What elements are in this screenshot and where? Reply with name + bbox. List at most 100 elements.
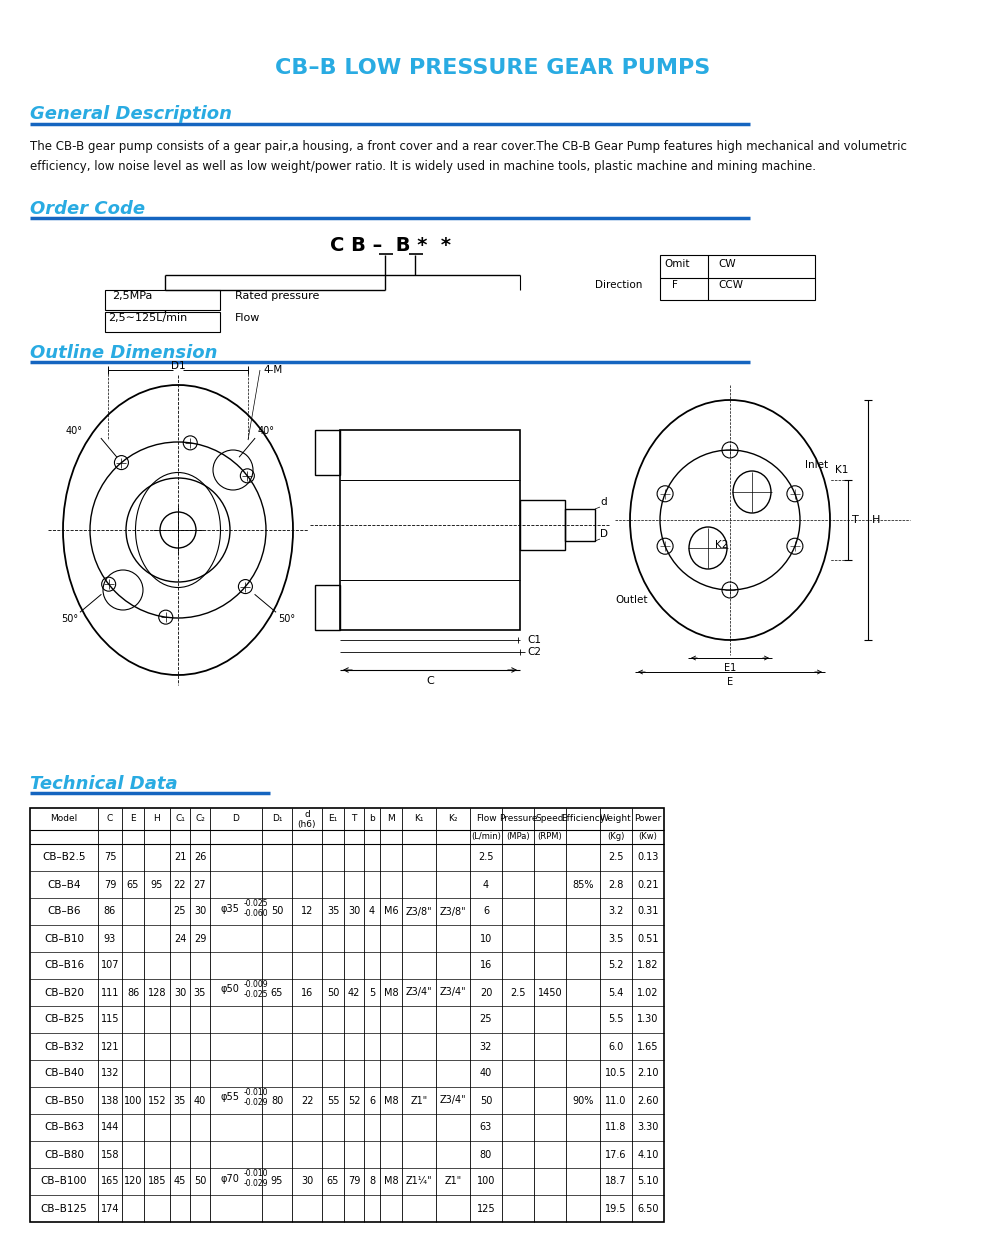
Text: M: M [387,814,394,822]
Text: 0.21: 0.21 [637,880,658,890]
Text: D: D [233,814,240,822]
Text: b: b [369,814,375,822]
Text: 120: 120 [123,1177,142,1187]
Text: C₁: C₁ [175,814,184,822]
Text: Inlet: Inlet [805,461,827,470]
Text: 52: 52 [347,1096,360,1106]
Text: K₁: K₁ [414,814,423,822]
Text: 16: 16 [301,987,313,997]
Text: 2.5: 2.5 [478,852,493,862]
Text: 174: 174 [101,1203,119,1213]
Text: T: T [351,814,356,822]
Text: CB–B125: CB–B125 [40,1203,88,1213]
Text: 152: 152 [148,1096,167,1106]
Text: Direction: Direction [595,280,642,290]
Bar [564,509,595,540]
Text: 40: 40 [193,1096,206,1106]
Text: Flow: Flow [235,313,260,323]
Text: 20: 20 [479,987,492,997]
Text: 4.10: 4.10 [637,1149,658,1159]
Text: 24: 24 [174,934,186,943]
Text: 86: 86 [127,987,139,997]
Text: 1.65: 1.65 [637,1042,658,1052]
Text: 50°: 50° [61,614,78,624]
Text: 121: 121 [101,1042,119,1052]
Text: φ55: φ55 [220,1092,240,1102]
Text: CB–B2.5: CB–B2.5 [42,852,86,862]
Text: CB–B LOW PRESSURE GEAR PUMPS: CB–B LOW PRESSURE GEAR PUMPS [275,57,710,77]
Text: E1: E1 [723,663,736,673]
Text: φ35: φ35 [220,904,240,914]
Text: 50: 50 [326,987,339,997]
Text: Z3/4": Z3/4" [405,987,432,997]
Text: 5: 5 [369,987,375,997]
Text: 115: 115 [101,1015,119,1025]
Text: (MPa): (MPa) [506,832,529,841]
Text: H: H [871,515,880,525]
Text: 55: 55 [326,1096,339,1106]
Text: 79: 79 [104,880,116,890]
Text: 80: 80 [270,1096,283,1106]
Text: 111: 111 [101,987,119,997]
Text: CB–B50: CB–B50 [44,1096,84,1106]
Text: Outline Dimension: Outline Dimension [30,344,217,362]
Text: Omit: Omit [664,260,689,270]
Text: 5.10: 5.10 [637,1177,658,1187]
Text: 22: 22 [174,880,186,890]
Text: CB–B100: CB–B100 [40,1177,87,1187]
Text: 32: 32 [479,1042,492,1052]
Text: 30: 30 [347,906,360,916]
Text: 35: 35 [326,906,339,916]
Text: 26: 26 [193,852,206,862]
Text: 35: 35 [174,1096,186,1106]
Text: M8: M8 [384,1096,398,1106]
Text: -0.009: -0.009 [244,980,268,988]
Text: 2.5: 2.5 [607,852,623,862]
Bar [105,290,220,310]
Text: Technical Data: Technical Data [30,775,177,792]
Text: 5.5: 5.5 [607,1015,623,1025]
Text: 18.7: 18.7 [604,1177,626,1187]
Text: 10: 10 [479,934,492,943]
Text: 2.10: 2.10 [637,1068,658,1078]
Text: E: E [727,676,733,686]
Text: Weight: Weight [599,814,631,822]
Text: 50°: 50° [278,614,295,624]
Text: φ50: φ50 [220,985,240,995]
Text: 50: 50 [479,1096,492,1106]
Text: 2.60: 2.60 [637,1096,658,1106]
Text: efficiency, low noise level as well as low weight/power ratio. It is widely used: efficiency, low noise level as well as l… [30,160,815,173]
Text: Speed: Speed [535,814,564,822]
Text: 5.4: 5.4 [607,987,623,997]
Text: C: C [106,814,113,822]
Text: CB–B4: CB–B4 [47,880,81,890]
Text: Z1": Z1" [444,1177,461,1187]
Text: 85%: 85% [572,880,594,890]
Text: 6.0: 6.0 [607,1042,623,1052]
Text: Efficiency: Efficiency [560,814,604,822]
Text: Order Code: Order Code [30,200,145,218]
Text: 107: 107 [101,961,119,971]
Text: 90%: 90% [572,1096,594,1106]
Text: 5.2: 5.2 [607,961,623,971]
Text: 4: 4 [482,880,489,890]
Text: D1: D1 [171,361,185,371]
Text: 3.2: 3.2 [607,906,623,916]
Text: -0.025: -0.025 [244,899,268,909]
Text: -0.029: -0.029 [244,1098,268,1107]
Text: E₁: E₁ [328,814,337,822]
Text: 6.50: 6.50 [637,1203,658,1213]
Text: 1.02: 1.02 [637,987,658,997]
Text: Power: Power [634,814,661,822]
Bar [339,431,520,630]
Text: Flow: Flow [475,814,496,822]
Text: CB–B80: CB–B80 [44,1149,84,1159]
Text: K₂: K₂ [448,814,458,822]
Text: 3.30: 3.30 [637,1122,658,1132]
Text: 12: 12 [301,906,313,916]
Text: CB–B20: CB–B20 [44,987,84,997]
Text: 65: 65 [126,880,139,890]
Text: C₂: C₂ [195,814,205,822]
Text: 158: 158 [101,1149,119,1159]
Text: 2,5∼125L/min: 2,5∼125L/min [107,313,187,323]
